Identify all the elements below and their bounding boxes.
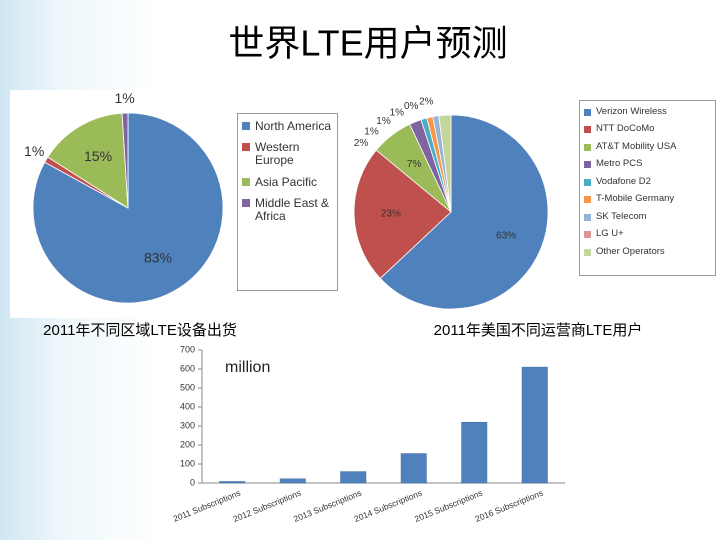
bar-panel <box>160 342 570 538</box>
legend-label: Middle East & Africa <box>255 195 330 223</box>
legend-swatch <box>242 122 250 130</box>
data-label: 1% <box>24 143 44 159</box>
data-label: 1% <box>390 107 405 118</box>
bar <box>400 453 427 484</box>
bar <box>279 478 306 484</box>
legend-label: Other Operators <box>596 245 665 257</box>
pie-slice <box>379 114 549 310</box>
legend-item: LG U+ <box>584 228 711 240</box>
y-tick-label: 0 <box>190 477 195 487</box>
legend-item: Western Europe <box>242 140 333 168</box>
legend-label: NTT DoCoMo <box>596 123 655 135</box>
legend-label: T-Mobile Germany <box>596 193 675 205</box>
legend-swatch <box>584 109 591 116</box>
legend-item: North America <box>242 119 333 133</box>
legend: Verizon Wireless NTT DoCoMo AT&T Mobility … <box>579 100 716 276</box>
legend-swatch <box>242 177 250 186</box>
legend-swatch <box>584 178 591 186</box>
legend-label: AT&T Mobility USA <box>596 140 677 152</box>
legend-item: SK Telecom <box>584 210 711 222</box>
legend-swatch <box>242 198 250 207</box>
legend-label: SK Telecom <box>596 210 647 222</box>
bar <box>461 421 488 484</box>
legend-item: AT&T Mobility USA <box>584 140 711 152</box>
y-tick-label: 500 <box>180 382 195 392</box>
bar <box>340 471 367 484</box>
legend-swatch <box>584 126 591 134</box>
slide-title: 世界LTE用户预测 <box>228 23 507 64</box>
legend-swatch <box>584 213 591 221</box>
legend-item: Other Operators <box>584 245 711 257</box>
legend-label: Metro PCS <box>596 158 643 170</box>
legend-swatch <box>584 196 591 204</box>
data-label: 0% <box>404 101 419 112</box>
bar <box>219 481 246 484</box>
legend-label: Vodafone D2 <box>596 175 651 187</box>
bar <box>521 366 548 484</box>
legend-item: Metro PCS <box>584 158 711 170</box>
legend-label: North America <box>255 119 332 133</box>
data-label: 2% <box>419 96 434 107</box>
legend-swatch <box>584 161 591 169</box>
pie-slice <box>47 112 129 209</box>
chart-caption: 2011年美国不同运营商LTE用户 <box>434 322 643 339</box>
y-tick-label: 400 <box>180 401 195 411</box>
pie-slice <box>353 149 452 279</box>
legend-swatch <box>584 248 591 256</box>
data-label: 2% <box>354 138 369 149</box>
legend-label: Asia Pacific <box>255 174 318 189</box>
pie-slice <box>438 114 452 213</box>
legend: North America Western Europe Asia Pacific M… <box>237 113 338 291</box>
y-tick-label: 300 <box>180 420 195 430</box>
legend-swatch <box>584 231 591 239</box>
legend-item: Verizon Wireless <box>584 106 711 117</box>
data-label: 83% <box>144 249 172 265</box>
legend-label: Western Europe <box>255 140 300 168</box>
legend-item: NTT DoCoMo <box>584 123 711 135</box>
data-label: 1% <box>376 116 391 127</box>
y-tick-label: 700 <box>180 344 195 354</box>
pie-slice <box>121 112 129 209</box>
data-label: 1% <box>364 126 379 137</box>
y-tick-label: 600 <box>180 363 195 373</box>
data-label: 63% <box>496 231 516 242</box>
legend-item: T-Mobile Germany <box>584 193 711 205</box>
legend-label: Verizon Wireless <box>596 106 667 117</box>
y-tick-label: 200 <box>180 439 195 449</box>
legend-swatch <box>242 143 250 152</box>
unit-label: million <box>225 359 270 376</box>
legend-item: Vodafone D2 <box>584 175 711 187</box>
legend-item: Asia Pacific <box>242 174 333 189</box>
legend-label: LG U+ <box>596 228 624 240</box>
legend-item: Middle East & Africa <box>242 195 333 223</box>
data-label: 23% <box>381 209 401 220</box>
data-label: 1% <box>114 90 134 106</box>
data-label: 7% <box>407 159 422 170</box>
legend-swatch <box>584 143 591 151</box>
chart-caption: 2011年不同区域LTE设备出货 <box>43 322 237 339</box>
data-label: 15% <box>84 148 112 164</box>
y-tick-label: 100 <box>180 458 195 468</box>
